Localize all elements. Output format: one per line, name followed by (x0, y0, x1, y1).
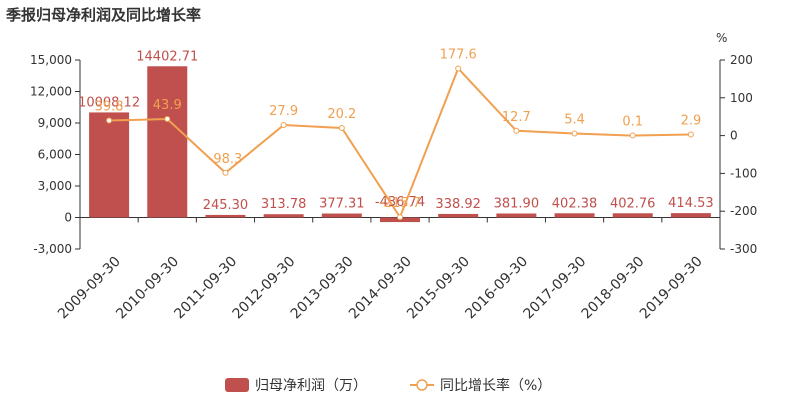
y-left-tick-label: 9,000 (38, 116, 72, 130)
bar-data-label: 414.53 (668, 196, 714, 211)
bar-data-label: 402.38 (552, 196, 598, 211)
line-point (687, 131, 694, 138)
legend-label-bars: 归母净利润（万） (255, 377, 367, 394)
bar-data-label: 10008.12 (78, 95, 140, 110)
line-data-label: 12.7 (502, 110, 531, 125)
line-data-label: 43.9 (153, 98, 182, 113)
bar (612, 213, 653, 218)
bar-data-label: 245.30 (203, 198, 249, 213)
line-data-label: -215.7 (379, 196, 421, 211)
bar-data-label: 338.92 (435, 197, 481, 212)
bar (147, 66, 188, 218)
line-data-label: 27.9 (269, 104, 298, 119)
line-point (513, 127, 520, 134)
line-data-label: -98.3 (209, 152, 243, 167)
bar-data-label: 14402.71 (136, 49, 198, 64)
y-right-tick-label: -300 (730, 242, 757, 256)
line-data-label: 20.2 (327, 107, 356, 122)
y-left-tick-label: 15,000 (30, 53, 72, 67)
line-point (106, 117, 113, 124)
y-left-tick-label: 6,000 (38, 148, 72, 162)
line-point (280, 122, 287, 129)
y-right-tick-label: 200 (730, 53, 753, 67)
line-point (571, 130, 578, 137)
line-point (338, 124, 345, 131)
y-left-tick-label: -3,000 (33, 242, 72, 256)
y-left-tick-label: 12,000 (30, 85, 72, 99)
y-right-tick-label: 100 (730, 91, 753, 105)
legend-swatch-bars (225, 378, 249, 392)
y-right-unit-label: % (716, 31, 727, 45)
y-right-tick-label: 0 (730, 129, 738, 143)
legend-label-line: 同比增长率（%） (440, 377, 551, 394)
line-data-label: 0.1 (622, 115, 643, 130)
y-right-tick-label: -100 (730, 166, 757, 180)
y-left-tick-label: 0 (64, 211, 72, 225)
bar (438, 213, 479, 218)
bar-data-label: 313.78 (261, 197, 307, 212)
line-data-label: 177.6 (440, 47, 477, 62)
line-point (455, 65, 462, 72)
bar (670, 213, 711, 218)
line-point (164, 116, 171, 123)
line-data-label: 39.8 (95, 100, 124, 115)
bar (89, 112, 130, 218)
x-tick-label: 2019-09-30 (637, 254, 706, 323)
y-right-tick-label: -200 (730, 204, 757, 218)
bar-data-label: -436.74 (375, 195, 425, 210)
y-left-tick-label: 3,000 (38, 179, 72, 193)
line-point (397, 214, 403, 221)
bar (263, 214, 304, 218)
bar-data-label: 381.90 (494, 196, 540, 211)
line-data-label: 2.9 (681, 114, 702, 129)
bar (321, 213, 362, 218)
bar-data-label: 402.76 (610, 196, 656, 211)
line-data-label: 5.4 (564, 113, 585, 128)
line-point (222, 169, 229, 176)
chart-title: 季报归母净利润及同比增长率 (6, 6, 202, 24)
bar-data-label: 377.31 (319, 197, 365, 212)
bar (496, 213, 537, 218)
line-point (629, 132, 636, 139)
legend-swatch-marker (416, 379, 428, 391)
bar (554, 213, 595, 218)
bar (205, 214, 246, 218)
